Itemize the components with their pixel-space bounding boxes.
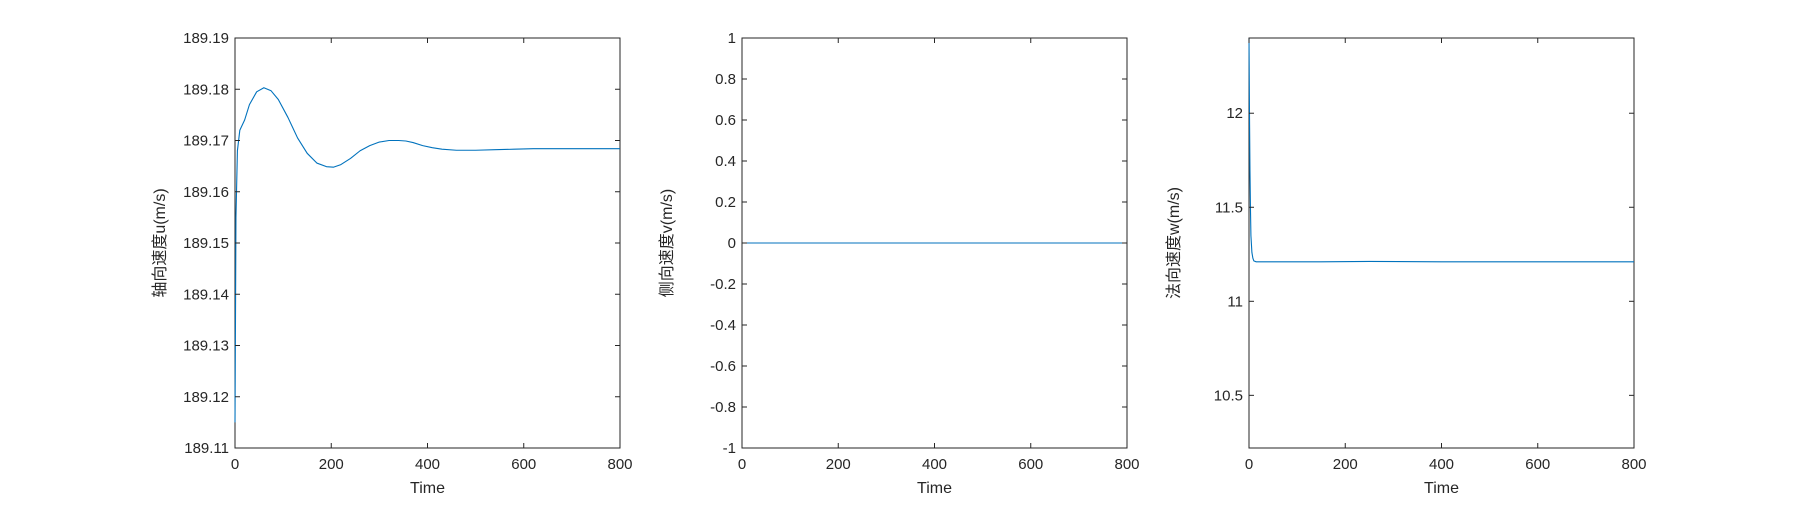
chart-panel-lateral-velocity: Time 侧向速度v(m/s) 0 200 400 600 800 -1 -0.8 -0.6 -… bbox=[658, 30, 1140, 497]
y-tick-label: 0.8 bbox=[715, 71, 736, 88]
y-axis-label: 侧向速度v(m/s) bbox=[658, 189, 676, 297]
x-tick-label: 400 bbox=[415, 456, 440, 473]
y-tick-label: 12 bbox=[1226, 105, 1243, 122]
y-tick-label: 189.14 bbox=[183, 286, 229, 303]
x-tick-label: 600 bbox=[1525, 456, 1550, 473]
x-tick-label: 800 bbox=[1621, 456, 1646, 473]
chart-panel-normal-velocity: Time 法向速度w(m/s) 0 200 400 600 800 10.5 11 11.5 1… bbox=[1165, 37, 1647, 497]
x-tick-label: 400 bbox=[1429, 456, 1454, 473]
y-tick-label: 1 bbox=[728, 30, 736, 47]
series-line-0 bbox=[234, 87, 620, 423]
plot-area bbox=[1248, 37, 1635, 449]
y-tick-label: 189.12 bbox=[183, 389, 229, 406]
y-tick-label: 0 bbox=[728, 235, 736, 252]
x-tick-label: 200 bbox=[319, 456, 344, 473]
x-tick-label: 0 bbox=[1245, 456, 1253, 473]
y-axis-label: 法向速度w(m/s) bbox=[1165, 187, 1183, 299]
y-tick-label: 189.11 bbox=[184, 440, 229, 457]
y-tick-label: -1 bbox=[723, 440, 736, 457]
y-tick-label: 10.5 bbox=[1214, 387, 1243, 404]
x-axis-label: Time bbox=[917, 480, 952, 497]
y-tick-label: 189.18 bbox=[183, 81, 229, 98]
series-line-0 bbox=[1248, 37, 1634, 263]
x-tick-label: 0 bbox=[738, 456, 746, 473]
y-tick-label: 189.19 bbox=[183, 30, 229, 47]
y-tick-label: 189.17 bbox=[183, 133, 229, 150]
plot-area bbox=[234, 37, 621, 449]
y-tick-label: -0.6 bbox=[710, 358, 736, 375]
y-tick-label: -0.8 bbox=[710, 399, 736, 416]
x-tick-label: 600 bbox=[1018, 456, 1043, 473]
x-axis-label: Time bbox=[1424, 480, 1459, 497]
y-axis-label: 轴向速度u(m/s) bbox=[151, 188, 169, 297]
x-tick-label: 800 bbox=[1114, 456, 1139, 473]
y-tick-label: 0.2 bbox=[715, 194, 736, 211]
y-tick-label: -0.4 bbox=[710, 317, 736, 334]
x-tick-label: 400 bbox=[922, 456, 947, 473]
y-tick-label: 189.15 bbox=[183, 235, 229, 252]
x-tick-label: 0 bbox=[231, 456, 239, 473]
y-tick-label: 11.5 bbox=[1215, 199, 1243, 216]
x-axis-label: Time bbox=[410, 480, 445, 497]
x-tick-label: 600 bbox=[511, 456, 536, 473]
y-tick-label: -0.2 bbox=[710, 276, 736, 293]
y-tick-label: 11 bbox=[1227, 293, 1243, 310]
y-tick-label: 189.16 bbox=[183, 184, 229, 201]
x-tick-label: 200 bbox=[1333, 456, 1358, 473]
y-tick-label: 0.4 bbox=[715, 153, 736, 170]
y-tick-label: 189.13 bbox=[183, 338, 229, 355]
x-tick-label: 800 bbox=[607, 456, 632, 473]
y-tick-label: 0.6 bbox=[715, 112, 736, 129]
chart-panel-axial-velocity: Time 轴向速度u(m/s) 0 200 400 600 800 189.11 189.1… bbox=[151, 30, 633, 497]
x-tick-label: 200 bbox=[826, 456, 851, 473]
